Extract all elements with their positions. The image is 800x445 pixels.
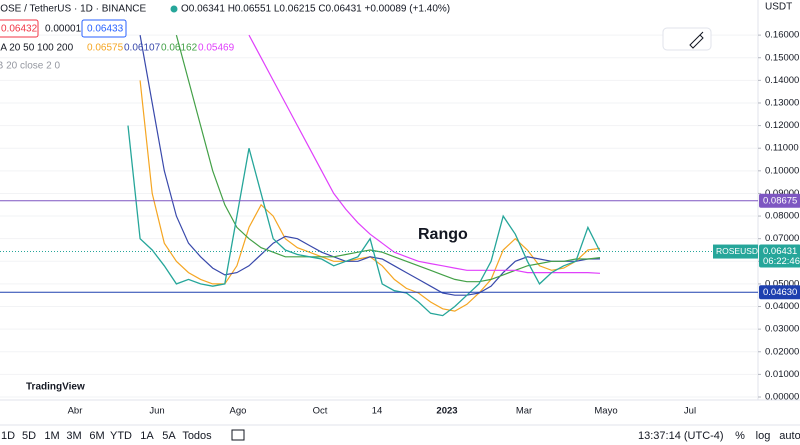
range-button[interactable]: 1M xyxy=(44,430,59,442)
y-tick-label: 0.13000 xyxy=(765,97,799,108)
ma-value: 0.05469 xyxy=(198,43,235,54)
y-tick-label: 0.04000 xyxy=(765,301,799,312)
brand: TradingView xyxy=(26,382,85,393)
scale-option[interactable]: log xyxy=(756,430,771,442)
level-label: 0.04630 xyxy=(763,287,797,298)
y-tick-label: 0.05000 xyxy=(765,278,799,289)
level-label-box xyxy=(759,193,800,208)
sell-price[interactable]: 0.06432 xyxy=(1,24,38,35)
y-tick-label: 0.09000 xyxy=(765,188,799,199)
y-tick-label: 0.03000 xyxy=(765,324,799,335)
ma-value: 0.06162 xyxy=(161,43,198,54)
y-tick-label: 0.08000 xyxy=(765,211,799,222)
moving-average-line xyxy=(139,34,601,296)
range-button[interactable]: 1A xyxy=(140,430,154,442)
y-tick-label: 0.00000 xyxy=(765,392,799,403)
y-tick-label: 0.11000 xyxy=(765,143,799,154)
moving-average-line xyxy=(248,34,601,274)
bb-label: BB 20 close 2 0 xyxy=(0,61,60,72)
annotation: Rango xyxy=(418,226,468,243)
status-dot xyxy=(170,5,178,13)
scale-option[interactable]: % xyxy=(735,430,745,442)
x-tick-label: 2023 xyxy=(436,406,457,417)
y-tick-label: 0.07000 xyxy=(765,233,799,244)
last-price-box xyxy=(759,244,800,268)
y-tick-label: 0.15000 xyxy=(765,52,799,63)
x-tick-label: Mayo xyxy=(594,406,617,417)
date-range-icon[interactable] xyxy=(231,429,245,441)
pen-icon xyxy=(689,31,704,49)
y-tick-label: 0.12000 xyxy=(765,120,799,131)
y-tick-label: 0.01000 xyxy=(765,369,799,380)
ma-label: MA 20 50 100 200 xyxy=(0,43,74,54)
ohlc: O0.06341 H0.06551 L0.06215 C0.06431 +0.0… xyxy=(181,4,450,15)
x-tick-label: Jul xyxy=(684,406,696,417)
x-tick-label: Ago xyxy=(230,406,247,417)
range-button[interactable]: 5A xyxy=(162,430,176,442)
scale-option[interactable]: auto xyxy=(779,430,800,442)
x-tick-label: Jun xyxy=(149,406,164,417)
range-button[interactable]: Todos xyxy=(182,430,212,442)
currency[interactable]: USDT xyxy=(765,2,792,13)
buy-price[interactable]: 0.06433 xyxy=(87,24,124,35)
level-label: 0.08675 xyxy=(763,195,797,206)
countdown: 06:22:46 xyxy=(763,256,800,267)
y-tick-label: 0.02000 xyxy=(765,346,799,357)
level-label-box xyxy=(759,285,800,300)
y-tick-label: 0.16000 xyxy=(765,30,799,41)
price-line xyxy=(127,125,601,317)
range-button[interactable]: YTD xyxy=(110,430,132,442)
range-button[interactable]: 3M xyxy=(66,430,81,442)
x-tick-label: Oct xyxy=(313,406,328,417)
ma-value: 0.06575 xyxy=(87,43,124,54)
x-tick-label: 14 xyxy=(372,406,383,417)
drawing-tool[interactable] xyxy=(662,27,712,51)
x-tick-label: Mar xyxy=(516,406,532,417)
range-button[interactable]: 5D xyxy=(22,430,36,442)
y-tick-label: 0.10000 xyxy=(765,165,799,176)
range-button[interactable]: 1D xyxy=(1,430,15,442)
spread: 0.00001 xyxy=(45,24,82,35)
y-tick-label: 0.14000 xyxy=(765,75,799,86)
symbol-box xyxy=(713,244,758,259)
last-symbol: ROSEUSDT xyxy=(716,246,763,256)
symbol[interactable]: ROSE / TetherUS · 1D · BINANCE xyxy=(0,4,147,15)
sell-button[interactable] xyxy=(0,19,39,38)
range-button[interactable]: 6M xyxy=(89,430,104,442)
buy-button[interactable] xyxy=(81,19,127,38)
x-tick-label: Abr xyxy=(68,406,83,417)
last-price: 0.06431 xyxy=(763,246,797,257)
clock: 13:37:14 (UTC-4) xyxy=(638,430,724,442)
ma-value: 0.06107 xyxy=(124,43,161,54)
